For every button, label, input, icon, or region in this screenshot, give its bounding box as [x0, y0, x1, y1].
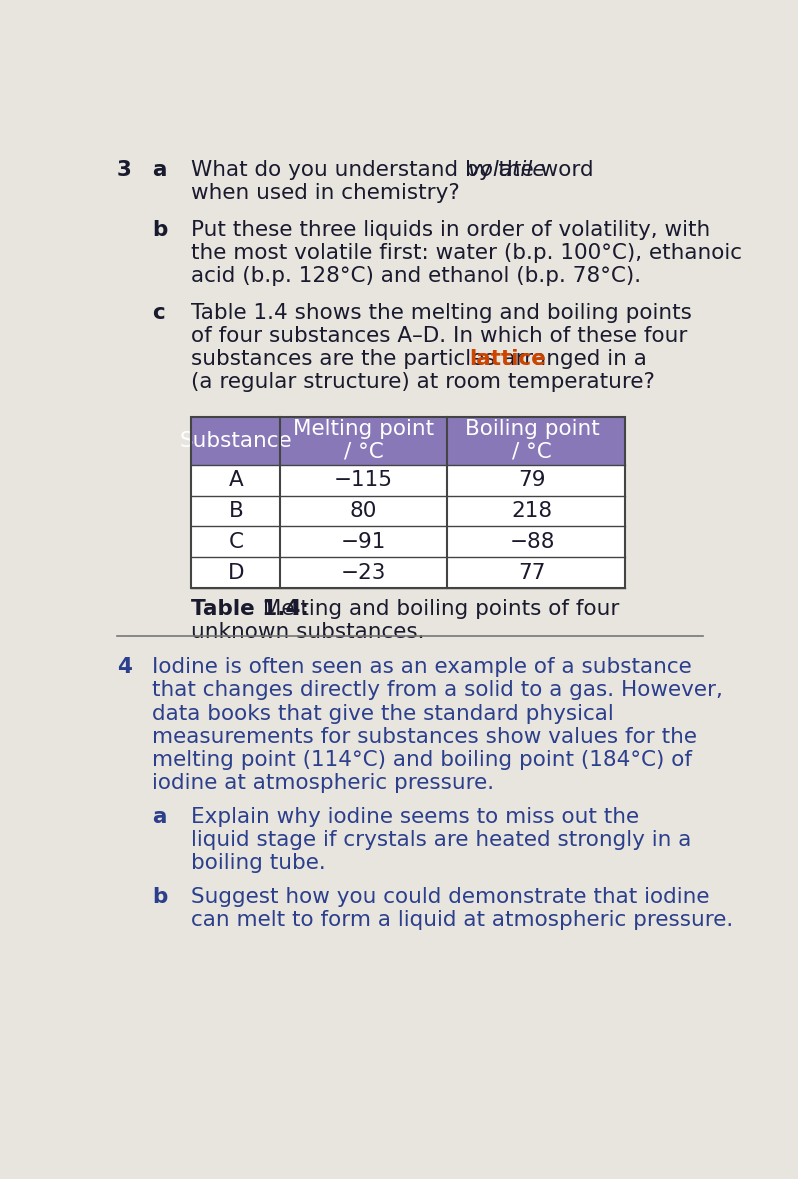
Text: unknown substances.: unknown substances. [192, 623, 425, 641]
Text: Substance: Substance [180, 432, 292, 452]
Text: Melting and boiling points of four: Melting and boiling points of four [255, 599, 619, 619]
Text: acid (b.p. 128°C) and ethanol (b.p. 78°C).: acid (b.p. 128°C) and ethanol (b.p. 78°C… [192, 266, 642, 286]
Text: volatile: volatile [468, 160, 547, 180]
Text: when used in chemistry?: when used in chemistry? [192, 183, 460, 203]
Text: 218: 218 [512, 501, 553, 521]
Text: 77: 77 [519, 562, 546, 582]
Text: that changes directly from a solid to a gas. However,: that changes directly from a solid to a … [152, 680, 723, 700]
Text: 4: 4 [117, 658, 132, 678]
Text: Suggest how you could demonstrate that iodine: Suggest how you could demonstrate that i… [192, 887, 709, 907]
Text: 79: 79 [519, 470, 546, 490]
Text: a: a [152, 806, 167, 826]
Text: iodine at atmospheric pressure.: iodine at atmospheric pressure. [152, 773, 495, 793]
Text: −23: −23 [341, 562, 386, 582]
Text: substances are the particles arranged in a: substances are the particles arranged in… [192, 349, 654, 369]
Text: c: c [152, 303, 165, 323]
Text: Melting point: Melting point [293, 420, 434, 440]
Text: melting point (114°C) and boiling point (184°C) of: melting point (114°C) and boiling point … [152, 750, 693, 770]
Bar [192, 465, 625, 495]
Bar [192, 527, 625, 558]
Text: b: b [152, 220, 168, 241]
Text: Table 1.4 shows the melting and boiling points: Table 1.4 shows the melting and boiling … [192, 303, 692, 323]
Text: A: A [228, 470, 243, 490]
Bar [192, 417, 625, 465]
Text: the most volatile first: water (b.p. 100°C), ethanoic: the most volatile first: water (b.p. 100… [192, 243, 742, 263]
Text: Explain why iodine seems to miss out the: Explain why iodine seems to miss out the [192, 806, 639, 826]
Text: can melt to form a liquid at atmospheric pressure.: can melt to form a liquid at atmospheric… [192, 910, 733, 930]
Text: / °C: / °C [344, 441, 384, 461]
Text: / °C: / °C [512, 441, 552, 461]
Text: of four substances A–D. In which of these four: of four substances A–D. In which of thes… [192, 327, 688, 347]
Text: (a regular structure) at room temperature?: (a regular structure) at room temperatur… [192, 373, 655, 393]
Text: liquid stage if crystals are heated strongly in a: liquid stage if crystals are heated stro… [192, 830, 692, 850]
Text: 3: 3 [117, 160, 132, 180]
Bar [192, 495, 625, 527]
Bar [192, 417, 625, 588]
Bar [192, 558, 625, 588]
Text: B: B [228, 501, 243, 521]
Text: Put these three liquids in order of volatility, with: Put these three liquids in order of vola… [192, 220, 710, 241]
Text: −88: −88 [509, 532, 555, 552]
Text: data books that give the standard physical: data books that give the standard physic… [152, 704, 614, 724]
Text: Boiling point: Boiling point [464, 420, 599, 440]
Text: measurements for substances show values for the: measurements for substances show values … [152, 726, 697, 746]
Text: What do you understand by the word: What do you understand by the word [192, 160, 601, 180]
Text: boiling tube.: boiling tube. [192, 852, 326, 872]
Text: D: D [227, 562, 244, 582]
Text: Table 1.4:: Table 1.4: [192, 599, 309, 619]
Text: −115: −115 [334, 470, 393, 490]
Text: −91: −91 [341, 532, 386, 552]
Text: Iodine is often seen as an example of a substance: Iodine is often seen as an example of a … [152, 658, 692, 678]
Text: 80: 80 [350, 501, 377, 521]
Text: a: a [152, 160, 167, 180]
Text: lattice: lattice [469, 349, 547, 369]
Text: b: b [152, 887, 168, 907]
Text: C: C [228, 532, 243, 552]
